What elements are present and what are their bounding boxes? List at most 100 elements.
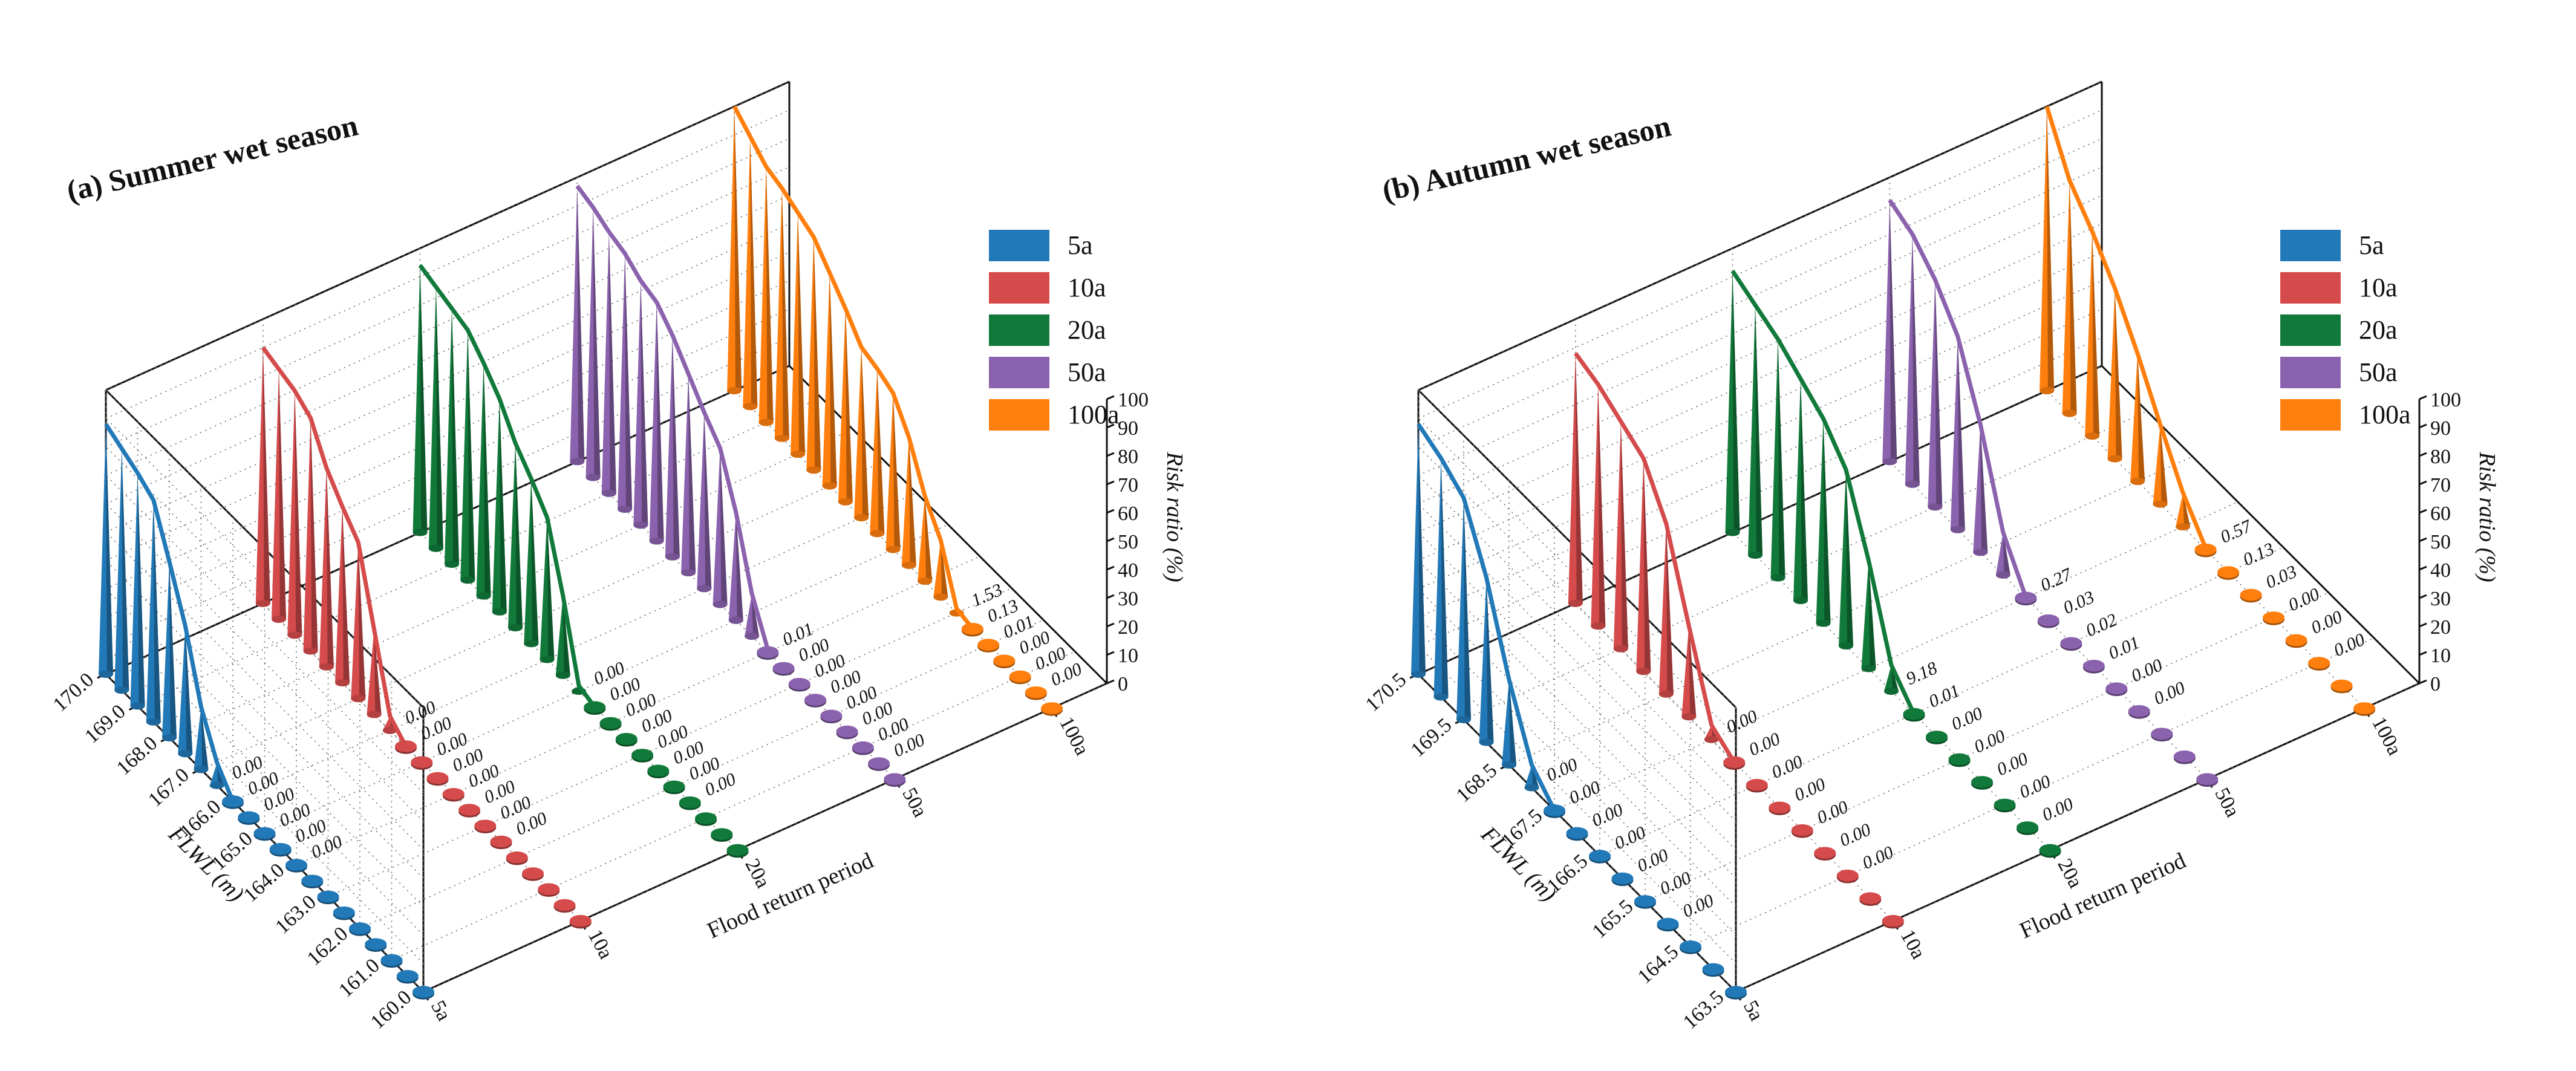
disc-5a — [253, 827, 276, 839]
bar-base-20a — [428, 544, 443, 552]
bar-base-50a — [585, 474, 601, 481]
axes-box — [105, 80, 1108, 993]
disc-5a — [412, 986, 434, 998]
z-axis: 0 10 20 30 40 50 60 70 80 90 100 Risk ratio (%) — [2418, 389, 2500, 695]
bar-shade-100a — [734, 106, 742, 391]
legend-swatch-20a — [2280, 314, 2341, 346]
disc-5a — [1680, 940, 1701, 952]
bar-base-5a — [1411, 671, 1426, 678]
disc-100a — [961, 622, 983, 635]
disc-10a — [1836, 869, 1859, 882]
bar-base-20a — [492, 608, 507, 616]
bar-base-100a — [933, 593, 948, 601]
z-tick-mark — [2419, 509, 2427, 514]
disc-50a — [2151, 728, 2173, 740]
bar-base-20a — [1793, 597, 1808, 605]
bar-base-5a — [1479, 738, 1494, 746]
bar-base-5a — [162, 734, 177, 741]
bar-shade-10a — [326, 467, 334, 667]
disc-50a — [2037, 614, 2059, 627]
disc-20a — [1971, 776, 1994, 788]
z-tick-mark — [2419, 679, 2427, 685]
axis-line — [423, 682, 1107, 993]
z-tick-mark — [1106, 423, 1115, 429]
bar-base-100a — [2085, 432, 2100, 440]
bar-shade-20a — [435, 287, 443, 549]
z-tick-mark — [1106, 452, 1115, 457]
flwl-tick-label: 164.0 — [240, 859, 289, 907]
z-tick-mark — [2419, 395, 2427, 400]
data-label-5a: 0.00 — [1566, 777, 1603, 809]
series-line-100a — [2044, 105, 2208, 549]
series-line-50a — [1888, 198, 2028, 598]
z-tick-label: 20 — [2430, 616, 2451, 639]
legend-swatch-20a — [989, 314, 1049, 346]
bar-base-10a — [1704, 735, 1719, 743]
bar-base-10a — [303, 647, 318, 655]
data-label-50a: 0.27 — [2038, 564, 2076, 595]
disc-100a — [1041, 702, 1063, 714]
bar-base-100a — [2107, 455, 2122, 463]
bar-shade-100a — [861, 347, 869, 518]
disc-10a — [569, 914, 592, 927]
legend-swatch-5a — [2280, 230, 2341, 261]
z-tick-label: 40 — [1118, 559, 1138, 582]
bar-base-5a — [130, 702, 145, 710]
bar-shade-5a — [122, 448, 129, 691]
bar-shade-50a — [1935, 279, 1943, 507]
flwl-tick-label: 170.5 — [1361, 668, 1411, 716]
disc-100a — [1009, 670, 1031, 683]
disc-20a — [631, 749, 654, 761]
flwl-tick-label: 170.0 — [49, 668, 99, 716]
bar-base-10a — [319, 663, 334, 671]
flwl-tick-label: 168.0 — [112, 732, 162, 780]
bar-base-10a — [351, 695, 366, 703]
z-tick-mark — [1106, 537, 1115, 542]
disc-50a — [2173, 750, 2196, 763]
bar-base-5a — [1502, 761, 1516, 769]
disc-50a — [2128, 705, 2150, 717]
disc-10a — [426, 772, 449, 784]
legend-swatch-10a — [989, 272, 1049, 304]
z-tick-mark — [2419, 651, 2427, 656]
z-tick-mark — [1106, 509, 1115, 514]
bar-base-50a — [649, 537, 664, 545]
bar-shade-20a — [1823, 418, 1831, 623]
z-tick-label: 90 — [1118, 417, 1138, 440]
data-label-100a: 0.13 — [2240, 539, 2277, 570]
data-label-50a: 0.00 — [2128, 655, 2165, 686]
legend: 5a 10a 20a 50a 100a — [2280, 230, 2411, 431]
disc-10a — [1746, 778, 1768, 791]
disc-20a — [2017, 821, 2039, 833]
disc-50a — [836, 725, 858, 738]
data-label-10a: 0.00 — [1723, 706, 1760, 738]
z-tick-label: 80 — [2430, 446, 2451, 468]
bar-base-5a — [1456, 716, 1471, 723]
z-tick-mark — [1106, 622, 1115, 628]
flwl-tick-label: 161.0 — [334, 954, 384, 1002]
data-label-50a: 0.00 — [2151, 678, 2188, 709]
bar-base-20a — [1861, 665, 1876, 672]
disc-50a — [2060, 637, 2082, 649]
bar-shade-100a — [2160, 424, 2168, 504]
bar-shade-50a — [672, 335, 680, 557]
z-tick-label: 60 — [2430, 503, 2451, 525]
bar-base-50a — [1995, 571, 2010, 579]
flwl-tick-label: 165.5 — [1588, 895, 1638, 943]
bar-base-20a — [1725, 529, 1740, 536]
bar-base-10a — [272, 616, 287, 623]
legend-label-100a: 100a — [2359, 400, 2411, 429]
bar-base-20a — [524, 640, 539, 648]
data-label-20a: 0.00 — [1994, 749, 2030, 780]
z-tick-label: 90 — [2430, 417, 2451, 440]
disc-20a — [615, 732, 637, 745]
bar-base-10a — [255, 599, 270, 607]
legend-label-50a: 50a — [1068, 357, 1106, 387]
bar-base-10a — [367, 711, 382, 718]
disc-10a — [458, 804, 481, 816]
bar-base-20a — [412, 529, 428, 536]
data-label-10a: 0.00 — [1792, 774, 1828, 806]
series-line-10a — [1573, 352, 1736, 764]
series-marks: 0.570.130.030.000.000.000.270.030.020.01… — [1411, 105, 2376, 1000]
bar-shade-100a — [2092, 231, 2100, 436]
